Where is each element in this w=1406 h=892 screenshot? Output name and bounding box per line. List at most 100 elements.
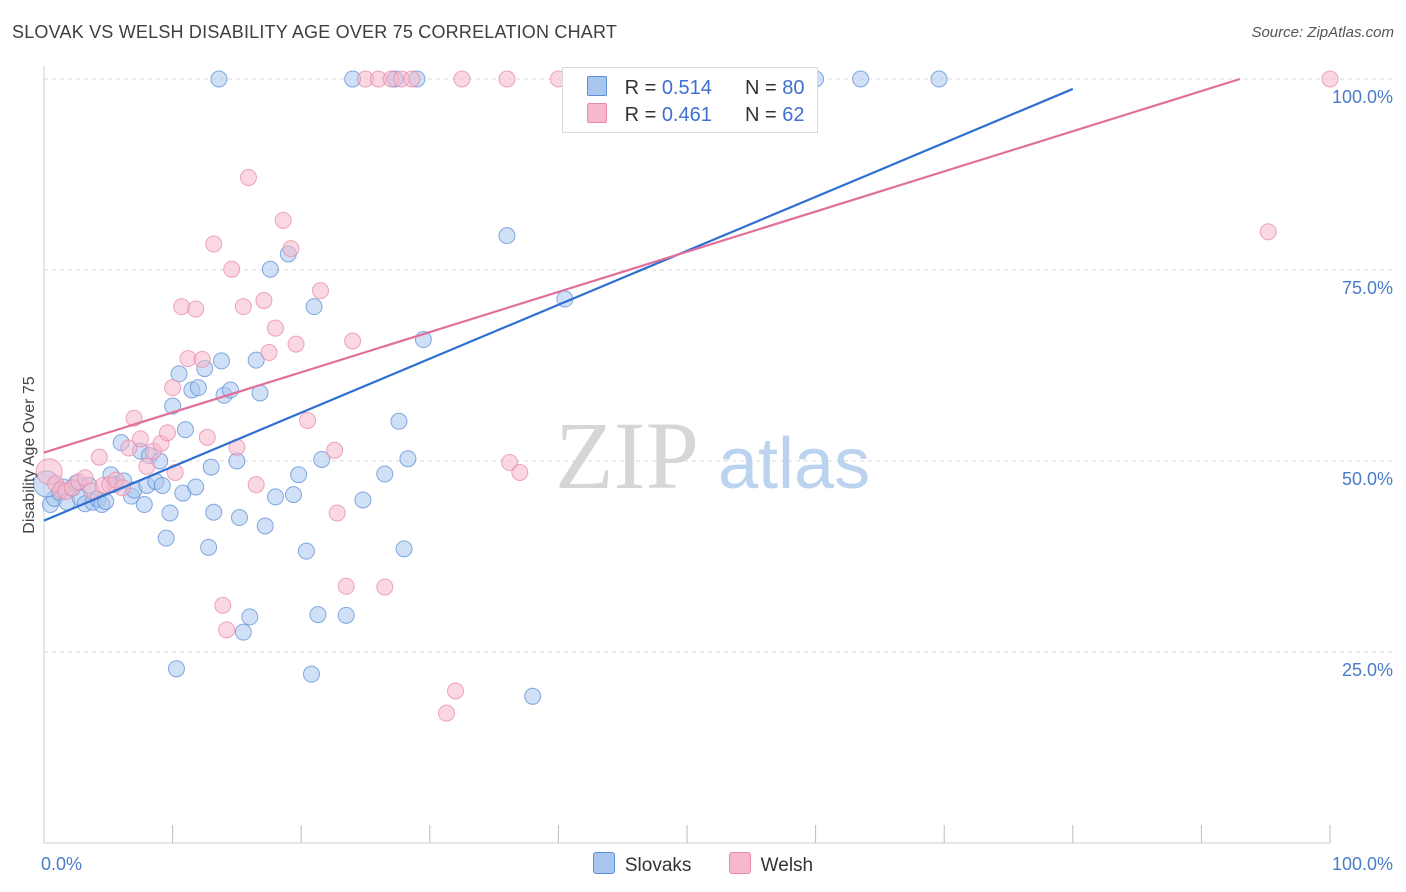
welsh-point bbox=[120, 439, 138, 457]
slovak-point bbox=[261, 260, 279, 278]
slovak-point bbox=[399, 450, 417, 468]
welsh-point bbox=[214, 596, 232, 614]
slovak-point bbox=[498, 227, 516, 245]
gridlines bbox=[44, 78, 1392, 653]
slovak-point bbox=[256, 517, 274, 535]
data-points bbox=[33, 70, 1339, 722]
welsh-trend-line bbox=[43, 77, 1241, 454]
axes bbox=[43, 66, 1331, 844]
welsh-point bbox=[131, 430, 149, 448]
slovak-point bbox=[266, 488, 284, 506]
welsh-point bbox=[1321, 70, 1339, 88]
y-tick-label: 50.0% bbox=[1342, 469, 1393, 489]
slovak-point bbox=[290, 466, 308, 484]
x-tick-label-max: 100.0% bbox=[1332, 854, 1393, 874]
slovak-point bbox=[297, 542, 315, 560]
welsh-point bbox=[453, 70, 471, 88]
welsh-point bbox=[274, 211, 292, 229]
source-note: Source: ZipAtlas.com bbox=[1251, 24, 1394, 41]
slovak-point bbox=[187, 478, 205, 496]
slovak-point bbox=[305, 298, 323, 316]
slovaks-swatch bbox=[587, 76, 607, 96]
slovak-point bbox=[524, 687, 542, 705]
y-tick-label: 25.0% bbox=[1342, 660, 1393, 680]
legend-item-slovaks: Slovaks bbox=[592, 852, 692, 877]
watermark-atlas: atlas bbox=[718, 424, 870, 504]
y-tick-label: 100.0% bbox=[1332, 87, 1393, 107]
slovak-point bbox=[167, 660, 185, 678]
welsh-point bbox=[299, 412, 317, 430]
welsh-n-value: 62 bbox=[782, 104, 805, 126]
slovak-point bbox=[395, 540, 413, 558]
welsh-point bbox=[255, 292, 273, 310]
slovak-point bbox=[153, 476, 171, 494]
slovaks-trend-line bbox=[43, 87, 1074, 522]
welsh-legend-swatch bbox=[728, 852, 751, 874]
slovak-point bbox=[234, 623, 252, 641]
welsh-point bbox=[266, 319, 284, 337]
welsh-point bbox=[158, 424, 176, 442]
slovak-point bbox=[241, 608, 259, 626]
legend-row-welsh: R = 0.461 N = 62 bbox=[587, 103, 805, 129]
slovaks-r-label: R = bbox=[624, 77, 657, 99]
slovak-point bbox=[170, 365, 188, 383]
welsh-point bbox=[193, 350, 211, 368]
welsh-point bbox=[164, 379, 182, 397]
slovak-point bbox=[212, 352, 230, 370]
slovak-point bbox=[852, 70, 870, 88]
welsh-point bbox=[287, 335, 305, 353]
welsh-point bbox=[239, 169, 257, 187]
welsh-point bbox=[234, 298, 252, 316]
welsh-point bbox=[311, 282, 329, 300]
slovak-point bbox=[164, 397, 182, 415]
welsh-point bbox=[328, 504, 346, 522]
welsh-point bbox=[173, 298, 191, 316]
welsh-point bbox=[337, 577, 355, 595]
slovak-point bbox=[135, 496, 153, 514]
slovak-point bbox=[284, 486, 302, 504]
slovak-point bbox=[210, 70, 228, 88]
slovak-point bbox=[354, 491, 372, 509]
welsh-point bbox=[187, 300, 205, 318]
welsh-point bbox=[376, 578, 394, 596]
welsh-point bbox=[223, 260, 241, 278]
slovak-point bbox=[205, 503, 223, 521]
welsh-legend-label: Welsh bbox=[760, 855, 814, 876]
slovaks-n-label: N = bbox=[745, 77, 777, 99]
legend-item-welsh: Welsh bbox=[728, 852, 814, 877]
welsh-point bbox=[498, 70, 516, 88]
slovak-point bbox=[930, 70, 948, 88]
trend-lines bbox=[43, 77, 1241, 522]
slovak-point bbox=[247, 351, 265, 369]
welsh-point bbox=[247, 476, 265, 494]
watermark-zip: ZIP bbox=[555, 402, 699, 509]
welsh-point bbox=[438, 704, 456, 722]
welsh-point bbox=[90, 448, 108, 466]
slovak-point bbox=[376, 465, 394, 483]
welsh-point bbox=[326, 441, 344, 459]
welsh-point bbox=[218, 621, 236, 639]
slovak-point bbox=[200, 538, 218, 556]
slovak-point bbox=[302, 665, 320, 683]
welsh-point bbox=[282, 240, 300, 258]
welsh-point bbox=[179, 350, 197, 368]
slovaks-legend-swatch bbox=[592, 852, 615, 874]
welsh-r-label: R = bbox=[624, 104, 657, 126]
welsh-point bbox=[501, 454, 519, 472]
welsh-point bbox=[205, 235, 223, 253]
welsh-point bbox=[260, 344, 278, 362]
welsh-point bbox=[138, 457, 156, 475]
welsh-n-label: N = bbox=[745, 104, 777, 126]
chart-title: SLOVAK VS WELSH DISABILITY AGE OVER 75 C… bbox=[12, 22, 618, 42]
slovaks-n-value: 80 bbox=[782, 77, 805, 99]
welsh-point bbox=[511, 463, 529, 481]
welsh-point bbox=[198, 428, 216, 446]
correlation-legend: R = 0.514 N = 80 R = 0.461 N = 62 bbox=[562, 67, 818, 133]
slovak-point bbox=[202, 458, 220, 476]
slovak-point bbox=[230, 509, 248, 527]
slovak-point bbox=[176, 421, 194, 439]
y-tick-label: 75.0% bbox=[1342, 278, 1393, 298]
slovak-point bbox=[390, 412, 408, 430]
slovaks-legend-label: Slovaks bbox=[624, 855, 692, 876]
